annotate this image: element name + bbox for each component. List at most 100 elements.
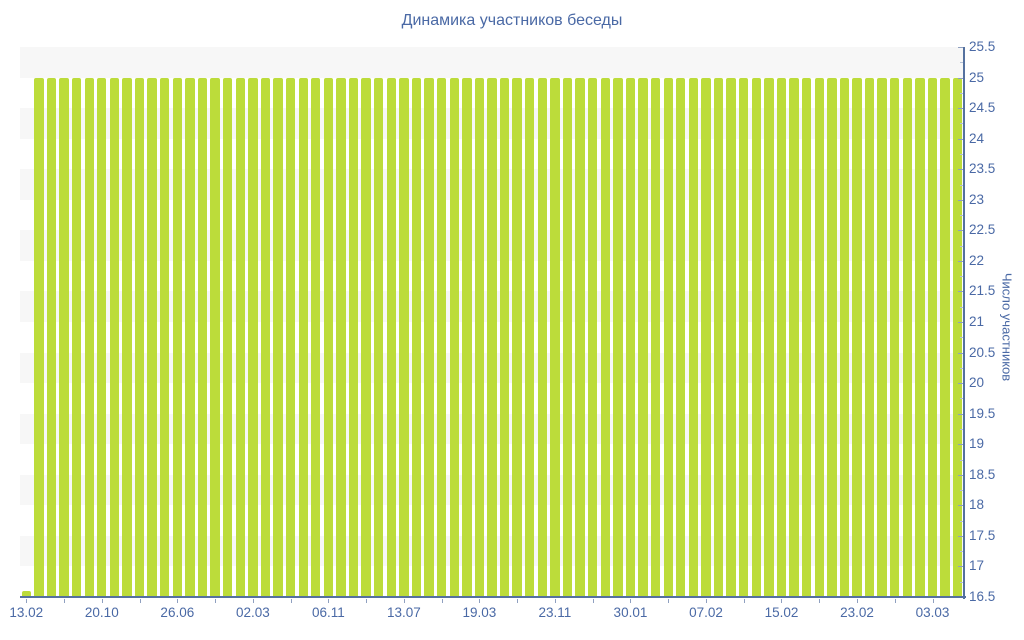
- y-axis-tick: [958, 505, 964, 507]
- y-axis-minor-tick: [960, 184, 964, 186]
- bar: [160, 77, 170, 597]
- y-axis-minor-tick: [960, 306, 964, 308]
- x-axis-tick: [592, 599, 594, 603]
- y-axis-tick-label: 16.5: [969, 589, 996, 604]
- bar-series: [20, 47, 964, 597]
- y-axis-tick-label: 17: [969, 558, 985, 574]
- bar: [474, 77, 485, 597]
- y-axis-tick: [958, 566, 964, 568]
- bar: [827, 77, 837, 597]
- x-axis-tick: [26, 599, 28, 603]
- y-axis-tick-label: 24.5: [969, 100, 996, 116]
- x-axis-tick: [290, 599, 292, 603]
- y-axis-tick-label: 24: [969, 130, 985, 146]
- bar: [814, 77, 824, 597]
- bar: [575, 77, 585, 597]
- bar: [953, 77, 963, 597]
- bar: [222, 77, 233, 597]
- bar: [361, 77, 371, 597]
- bar: [399, 77, 409, 597]
- bar: [512, 77, 522, 597]
- bar: [688, 77, 699, 597]
- x-axis-tick-label: 26.06: [160, 605, 195, 620]
- bar: [285, 77, 296, 597]
- bar: [336, 77, 346, 597]
- y-axis-minor-tick: [960, 490, 964, 492]
- bar: [877, 77, 887, 597]
- bar: [411, 77, 422, 597]
- y-axis-minor-tick: [960, 367, 964, 369]
- y-axis-minor-tick: [960, 428, 964, 430]
- bar: [600, 77, 610, 597]
- y-axis-tick-label: 18.5: [969, 466, 996, 482]
- x-axis-tick: [479, 599, 481, 603]
- y-axis-tick: [958, 260, 964, 262]
- y-axis-minor-tick: [960, 398, 964, 400]
- bar: [852, 77, 862, 597]
- bar: [890, 77, 900, 597]
- y-axis-title: Число участников: [999, 272, 1015, 382]
- y-axis-tick: [958, 322, 964, 323]
- bar: [726, 77, 736, 597]
- bar: [902, 77, 913, 597]
- bar: [260, 77, 271, 597]
- x-axis-tick: [857, 599, 858, 603]
- y-axis-tick: [958, 138, 964, 140]
- bar: [625, 77, 636, 597]
- bar: [751, 77, 761, 597]
- bar: [927, 77, 938, 597]
- y-axis-tick: [958, 47, 964, 48]
- bar: [21, 590, 31, 597]
- bar: [940, 77, 950, 597]
- y-axis-tick-label: 18: [969, 497, 985, 513]
- y-axis-tick: [958, 230, 964, 232]
- y-axis-tick-label: 25.5: [969, 39, 996, 54]
- bar: [789, 77, 799, 597]
- bar: [525, 77, 535, 597]
- x-axis-tick: [139, 599, 141, 603]
- y-axis-minor-tick: [960, 551, 964, 553]
- y-axis-tick-label: 21: [969, 314, 985, 329]
- bar: [764, 77, 774, 597]
- x-axis-tick-label: 20.10: [84, 605, 119, 620]
- y-axis-tick-label: 25: [969, 69, 985, 85]
- y-axis-tick: [958, 474, 964, 476]
- bar: [273, 77, 283, 597]
- bar: [185, 77, 195, 597]
- bar: [59, 77, 69, 597]
- y-axis-ticks: [20, 47, 964, 598]
- y-axis-minor-tick: [960, 92, 964, 94]
- bar: [550, 77, 560, 597]
- x-axis-tick-label: 02.03: [235, 605, 270, 620]
- y-axis-tick: [958, 352, 964, 354]
- y-axis-minor-tick: [960, 581, 964, 583]
- bar: [298, 77, 308, 597]
- bar: [311, 77, 321, 597]
- x-axis-tick: [101, 599, 103, 603]
- bar: [97, 77, 107, 597]
- bar: [84, 77, 94, 597]
- bar: [197, 77, 208, 597]
- y-axis-tick: [958, 444, 964, 446]
- x-axis-tick: [668, 599, 670, 603]
- y-axis-tick: [958, 169, 964, 171]
- x-axis-tick: [630, 599, 632, 603]
- y-axis-minor-tick: [960, 276, 964, 278]
- y-axis-minor-tick: [960, 459, 964, 461]
- bar: [499, 77, 510, 597]
- bar: [71, 77, 82, 597]
- bar: [776, 77, 787, 597]
- bar: [134, 77, 145, 597]
- bar: [839, 77, 850, 597]
- chart-title: Динамика участников беседы: [401, 12, 623, 29]
- x-axis-tick-label: 06.11: [311, 605, 345, 620]
- y-axis-tick: [958, 535, 964, 537]
- x-axis-tick: [64, 599, 66, 603]
- y-axis-minor-tick: [960, 520, 964, 522]
- bar: [676, 77, 686, 597]
- x-axis-tick: [743, 599, 745, 603]
- bar: [663, 77, 673, 597]
- x-axis-tick: [705, 599, 707, 603]
- y-axis-tick-label: 20: [969, 375, 985, 391]
- bar: [348, 77, 359, 597]
